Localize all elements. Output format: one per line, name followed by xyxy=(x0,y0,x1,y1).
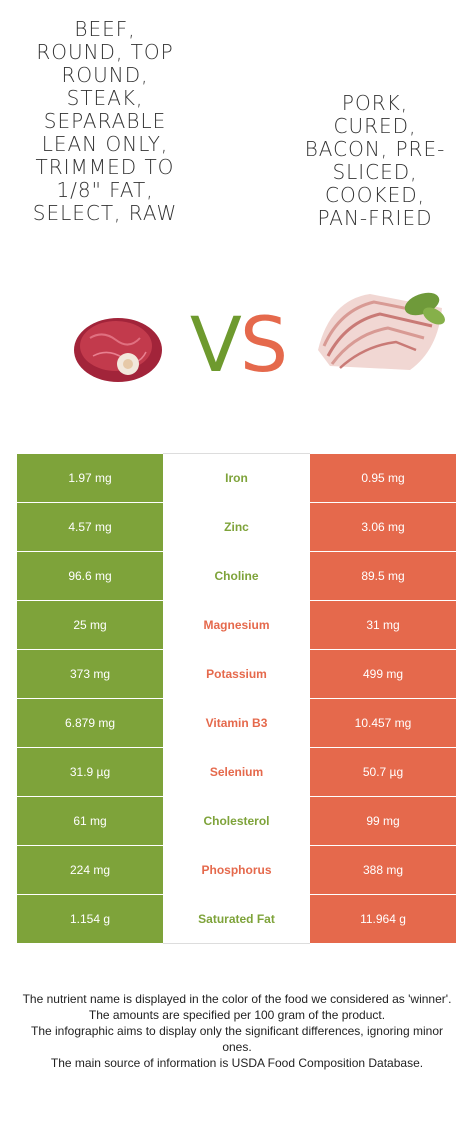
nutrient-name: Choline xyxy=(163,551,310,601)
left-value: 373 mg xyxy=(17,649,163,699)
food-title-line: BACON, PRE- xyxy=(304,137,446,161)
table-row: 224 mg Phosphorus 388 mg xyxy=(17,845,456,895)
nutrient-name: Magnesium xyxy=(163,600,310,650)
table-row: 25 mg Magnesium 31 mg xyxy=(17,600,456,650)
left-value: 96.6 mg xyxy=(17,551,163,601)
table-row: 96.6 mg Choline 89.5 mg xyxy=(17,551,456,601)
food-title-line: SELECT, RAW xyxy=(32,201,178,225)
footer-notes: The nutrient name is displayed in the co… xyxy=(15,991,459,1071)
table-row: 1.97 mg Iron 0.95 mg xyxy=(17,453,456,503)
nutrient-name: Cholesterol xyxy=(163,796,310,846)
right-value: 499 mg xyxy=(310,649,456,699)
food-title-line: BEEF, xyxy=(74,17,136,41)
food-title-line: COOKED, xyxy=(325,183,425,207)
right-value: 89.5 mg xyxy=(310,551,456,601)
food-title-line: STEAK, xyxy=(66,86,144,110)
right-value: 31 mg xyxy=(310,600,456,650)
right-value: 10.457 mg xyxy=(310,698,456,748)
table-row: 31.9 µg Selenium 50.7 µg xyxy=(17,747,456,797)
left-value: 1.97 mg xyxy=(17,453,163,503)
left-value: 1.154 g xyxy=(17,894,163,944)
food-title-line: ROUND, TOP xyxy=(36,40,174,64)
food-title-line: 1/8" FAT, xyxy=(56,178,154,202)
table-row: 373 mg Potassium 499 mg xyxy=(17,649,456,699)
food-title-line: LEAN ONLY, xyxy=(41,132,169,156)
right-value: 11.964 g xyxy=(310,894,456,944)
nutrient-name: Iron xyxy=(163,453,310,503)
nutrient-name: Phosphorus xyxy=(163,845,310,895)
right-value: 3.06 mg xyxy=(310,502,456,552)
left-food-title: BEEF, ROUND, TOP ROUND, STEAK, SEPARABLE LEAN… xyxy=(20,18,190,225)
table-row: 6.879 mg Vitamin B3 10.457 mg xyxy=(17,698,456,748)
left-value: 6.879 mg xyxy=(17,698,163,748)
vs-label: VS xyxy=(189,300,288,389)
nutrient-name: Selenium xyxy=(163,747,310,797)
right-value: 388 mg xyxy=(310,845,456,895)
right-value: 50.7 µg xyxy=(310,747,456,797)
food-title-line: CURED, xyxy=(333,114,417,138)
nutrient-name: Saturated Fat xyxy=(163,894,310,944)
right-food-title: PORK, CURED, BACON, PRE- SLICED, COOKED, PAN-… xyxy=(290,92,460,230)
food-title-line: TRIMMED TO xyxy=(35,155,175,179)
food-title-line: SEPARABLE xyxy=(43,109,167,133)
nutrient-name: Vitamin B3 xyxy=(163,698,310,748)
food-title-line: PORK, xyxy=(341,91,409,115)
footer-line: The infographic aims to display only the… xyxy=(31,1024,443,1054)
food-title-line: PAN-FRIED xyxy=(317,206,433,230)
left-value: 25 mg xyxy=(17,600,163,650)
bacon-image xyxy=(318,292,445,370)
left-value: 224 mg xyxy=(17,845,163,895)
food-title-line: ROUND, xyxy=(61,63,149,87)
table-row: 1.154 g Saturated Fat 11.964 g xyxy=(17,894,456,944)
table-row: 4.57 mg Zinc 3.06 mg xyxy=(17,502,456,552)
footer-line: The nutrient name is displayed in the co… xyxy=(22,992,452,1006)
nutrient-name: Zinc xyxy=(163,502,310,552)
right-value: 0.95 mg xyxy=(310,453,456,503)
left-value: 31.9 µg xyxy=(17,747,163,797)
footer-line: The main source of information is USDA F… xyxy=(50,1056,424,1070)
left-value: 4.57 mg xyxy=(17,502,163,552)
nutrient-comparison-table: 1.97 mg Iron 0.95 mg 4.57 mg Zinc 3.06 mg 96.6… xyxy=(17,453,456,944)
right-value: 99 mg xyxy=(310,796,456,846)
nutrient-name: Potassium xyxy=(163,649,310,699)
table-row: 61 mg Cholesterol 99 mg xyxy=(17,796,456,846)
beef-steak-image xyxy=(74,318,162,382)
food-title-line: SLICED, xyxy=(332,160,418,184)
left-value: 61 mg xyxy=(17,796,163,846)
footer-line: The amounts are specified per 100 gram o… xyxy=(88,1008,386,1022)
